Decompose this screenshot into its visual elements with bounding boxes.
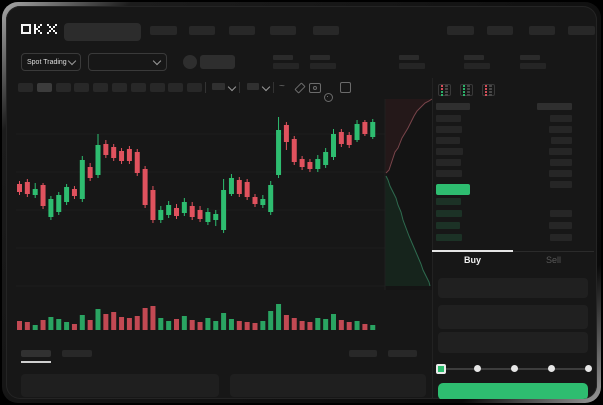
bid-price-placeholder[interactable] xyxy=(436,234,462,241)
bid-amount-placeholder[interactable] xyxy=(550,210,572,217)
slider-stop-dot[interactable] xyxy=(548,365,555,372)
tab-buy[interactable]: Buy xyxy=(463,255,481,265)
timeframe-button[interactable] xyxy=(187,83,203,92)
bid-price-placeholder[interactable] xyxy=(436,198,461,205)
chevron-down-icon xyxy=(152,56,162,66)
orderbook-header-amount[interactable] xyxy=(537,103,572,110)
app-window: Spot Trading ~ Buy Sell xyxy=(6,6,597,399)
ask-amount-placeholder[interactable] xyxy=(550,159,572,166)
stat-value-placeholder xyxy=(310,63,336,69)
ask-amount-placeholder[interactable] xyxy=(551,137,572,144)
chevron-down-icon[interactable] xyxy=(227,82,237,92)
indicator-dropdown[interactable] xyxy=(212,83,225,90)
bid-amount-placeholder[interactable] xyxy=(550,234,572,241)
camera-icon[interactable] xyxy=(309,83,321,93)
chart-tab[interactable] xyxy=(62,350,92,357)
app: Spot Trading ~ Buy Sell xyxy=(6,6,597,399)
bids-only-icon[interactable] xyxy=(460,84,473,96)
candlestick-chart[interactable] xyxy=(10,98,432,344)
fullscreen-icon[interactable] xyxy=(340,82,351,93)
ask-amount-placeholder[interactable] xyxy=(549,170,572,177)
timeframe-button[interactable] xyxy=(74,83,90,92)
ask-price-placeholder[interactable] xyxy=(436,126,462,133)
order-price-input[interactable] xyxy=(438,278,588,298)
timeframe-button[interactable] xyxy=(168,83,184,92)
ask-price-placeholder[interactable] xyxy=(436,148,463,155)
buy-tab-underline xyxy=(432,250,513,252)
tab-sell[interactable]: Sell xyxy=(545,255,561,265)
bid-price-placeholder[interactable] xyxy=(436,210,462,217)
chart-tab-active-underline xyxy=(21,361,51,363)
ask-amount-placeholder[interactable] xyxy=(550,115,572,122)
stat-label-placeholder xyxy=(273,55,293,60)
buy-button[interactable] xyxy=(438,383,588,399)
footer-panel-right xyxy=(230,374,426,397)
okx-logo xyxy=(21,24,57,34)
timeframe-button[interactable] xyxy=(36,83,52,92)
nav-item-placeholder[interactable] xyxy=(229,26,255,35)
order-amount-input[interactable] xyxy=(438,305,588,329)
chevron-down-icon[interactable] xyxy=(261,82,271,92)
nav-item-placeholder[interactable] xyxy=(313,26,339,35)
footer-panel-left xyxy=(21,374,219,397)
stat-value-placeholder xyxy=(520,63,546,69)
nav-item-placeholder[interactable] xyxy=(568,26,595,35)
market-type-dropdown[interactable]: Spot Trading xyxy=(21,53,81,71)
combined-book-icon[interactable] xyxy=(438,84,451,96)
slider-stop-dot[interactable] xyxy=(474,365,481,372)
trade-tabs-divider xyxy=(432,251,594,252)
ask-price-placeholder[interactable] xyxy=(436,115,461,122)
timeframe-button[interactable] xyxy=(130,83,146,92)
timeframe-button[interactable] xyxy=(55,83,71,92)
settings-icon[interactable] xyxy=(324,93,333,102)
pair-selector-dropdown[interactable] xyxy=(88,53,167,71)
asks-only-icon[interactable] xyxy=(482,84,495,96)
ask-amount-placeholder[interactable] xyxy=(550,181,572,188)
stat-value-placeholder xyxy=(399,63,425,69)
order-total-input[interactable] xyxy=(438,332,588,353)
timeframe-button[interactable] xyxy=(112,83,127,92)
stat-label-placeholder xyxy=(464,55,484,60)
timeframe-button[interactable] xyxy=(18,83,33,92)
chart-tab-active[interactable] xyxy=(21,350,51,357)
stat-label-placeholder xyxy=(399,55,419,60)
nav-item-placeholder[interactable] xyxy=(189,26,215,35)
nav-item-placeholder[interactable] xyxy=(270,26,296,35)
ask-amount-placeholder[interactable] xyxy=(549,126,572,133)
nav-item-placeholder[interactable] xyxy=(150,26,177,35)
slider-stop-dot[interactable] xyxy=(585,365,592,372)
chart-footer-info xyxy=(388,350,417,357)
nav-item-placeholder[interactable] xyxy=(529,26,555,35)
last-price-bar xyxy=(436,184,470,195)
slider-stop-dot[interactable] xyxy=(511,365,518,372)
pair-name-placeholder xyxy=(200,55,235,69)
chart-footer-info xyxy=(349,350,377,357)
orderbook-header-price[interactable] xyxy=(436,103,470,110)
stat-label-placeholder xyxy=(310,55,330,60)
ask-amount-placeholder[interactable] xyxy=(549,148,572,155)
wave-line-icon[interactable]: ~ xyxy=(279,81,285,92)
chevron-down-icon xyxy=(67,56,77,66)
timeframe-button[interactable] xyxy=(149,83,165,92)
draw-tool-icon[interactable] xyxy=(294,82,306,94)
market-type-label: Spot Trading xyxy=(27,58,67,66)
bid-amount-placeholder[interactable] xyxy=(549,222,572,229)
ask-price-placeholder[interactable] xyxy=(436,170,462,177)
chart-style-dropdown[interactable] xyxy=(247,83,259,90)
pair-avatar xyxy=(183,55,197,69)
stat-value-placeholder xyxy=(464,63,490,69)
bid-price-placeholder[interactable] xyxy=(436,222,460,229)
nav-item-placeholder[interactable] xyxy=(487,26,513,35)
search-input[interactable] xyxy=(64,23,141,41)
ask-price-placeholder[interactable] xyxy=(436,137,460,144)
timeframe-button[interactable] xyxy=(93,83,109,92)
order-panel xyxy=(432,78,597,399)
nav-item-placeholder[interactable] xyxy=(447,26,474,35)
stat-label-placeholder xyxy=(520,55,540,60)
stat-value-placeholder xyxy=(273,63,299,69)
ask-price-placeholder[interactable] xyxy=(436,159,461,166)
slider-handle[interactable] xyxy=(436,364,446,374)
